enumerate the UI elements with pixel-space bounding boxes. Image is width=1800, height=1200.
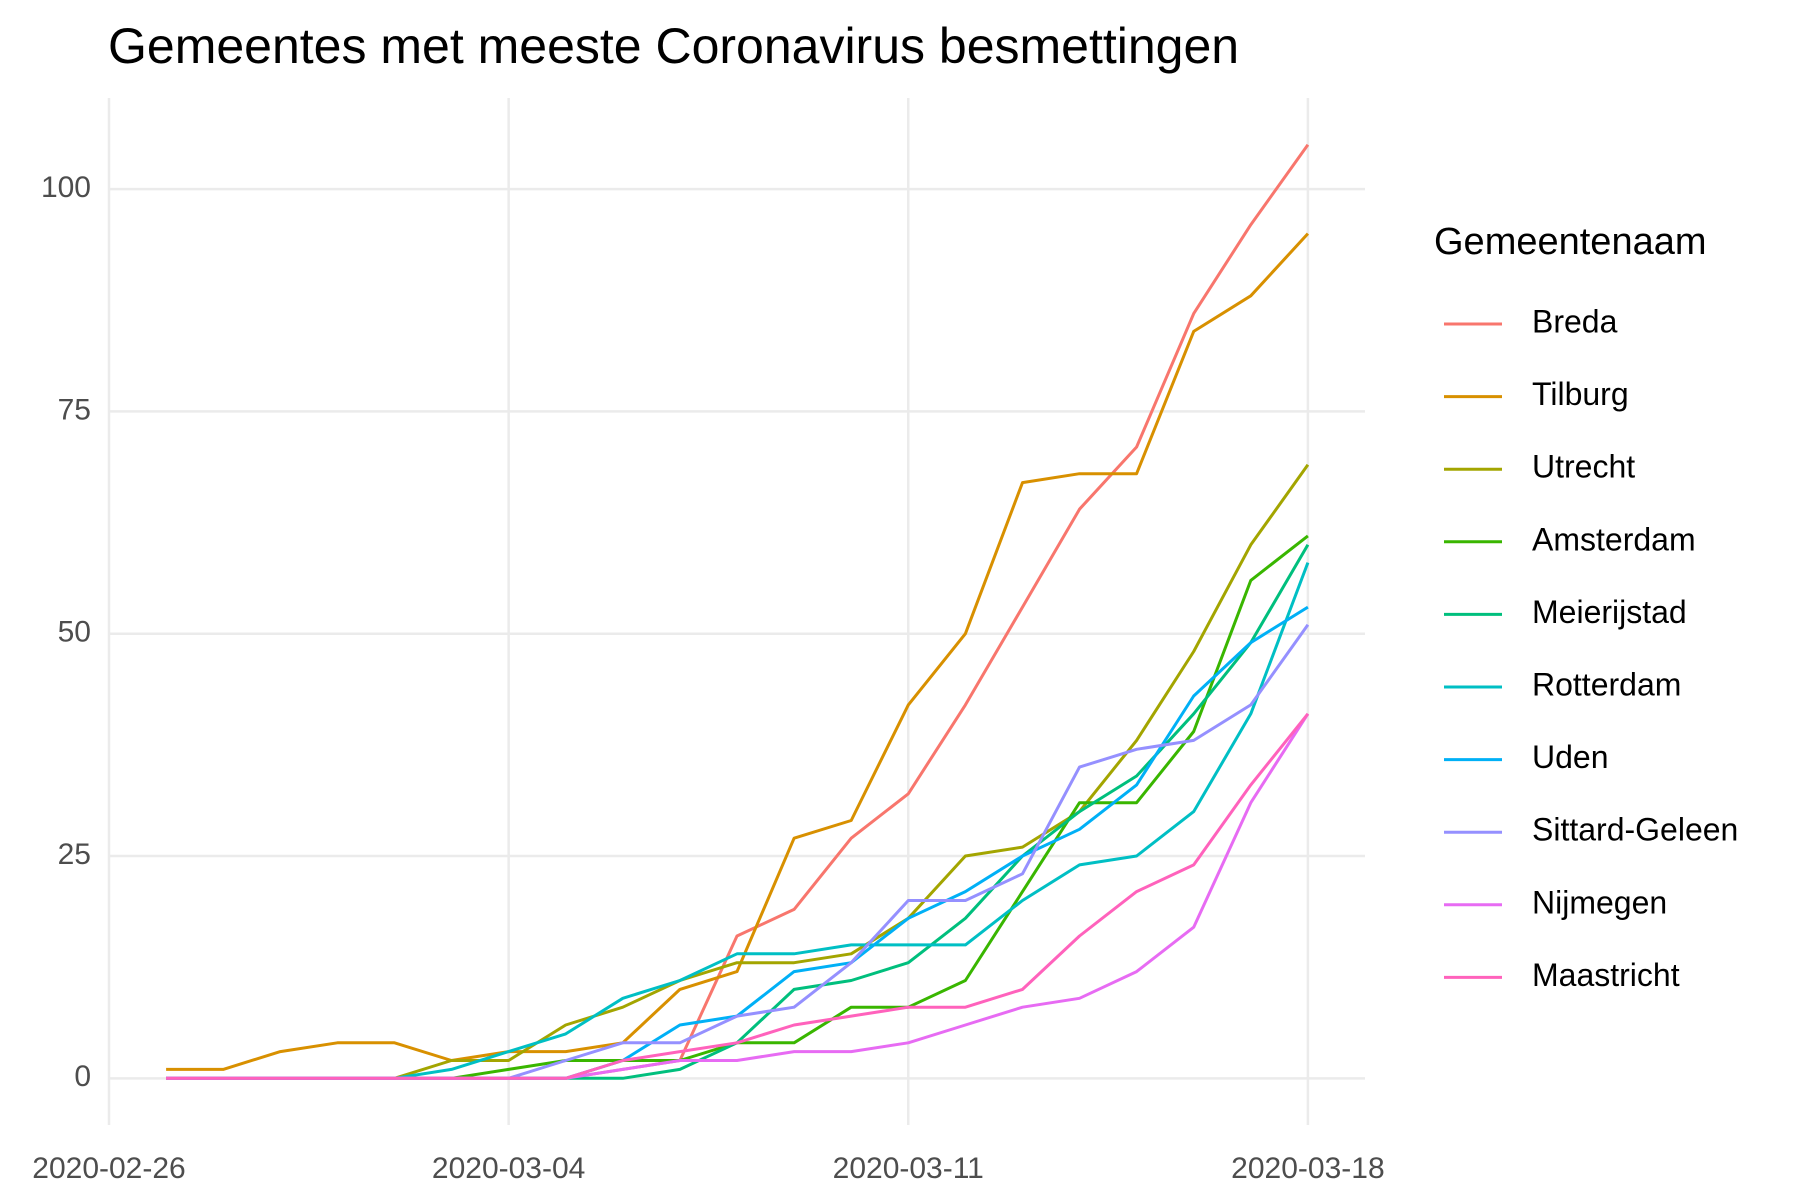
y-tick-label: 0 (74, 1060, 91, 1093)
line-series (166, 463, 1310, 1080)
x-tick-label: 2020-03-04 (432, 1152, 585, 1185)
line-series (166, 623, 1310, 1080)
line-series (166, 712, 1310, 1080)
y-tick-label: 25 (58, 838, 91, 871)
legend-label: Breda (1532, 303, 1618, 339)
x-tick-label: 2020-03-11 (833, 1152, 984, 1185)
line-series (166, 712, 1310, 1080)
y-tick-label: 50 (58, 616, 91, 649)
legend-label: Utrecht (1532, 449, 1635, 485)
x-tick-label: 2020-02-26 (32, 1152, 185, 1185)
chart-title: Gemeentes met meeste Coronavirus besmett… (108, 18, 1239, 74)
y-tick-label: 100 (41, 171, 91, 204)
line-series (166, 232, 1310, 1071)
legend-label: Maastricht (1532, 957, 1680, 993)
legend-label: Nijmegen (1532, 884, 1667, 920)
legend-title: Gemeentenaam (1434, 221, 1707, 263)
legend-label: Meierijstad (1532, 594, 1687, 630)
legend-label: Rotterdam (1532, 666, 1681, 702)
legend-label: Sittard-Geleen (1532, 812, 1738, 848)
line-series (166, 534, 1309, 1080)
line-series (166, 143, 1310, 1080)
line-series (166, 544, 1310, 1080)
legend-label: Uden (1532, 739, 1609, 775)
legend-label: Tilburg (1532, 376, 1629, 412)
line-series (166, 562, 1310, 1080)
y-tick-label: 75 (58, 393, 91, 426)
line-series (166, 605, 1309, 1080)
legend-label: Amsterdam (1532, 521, 1696, 557)
x-tick-label: 2020-03-18 (1231, 1152, 1384, 1185)
